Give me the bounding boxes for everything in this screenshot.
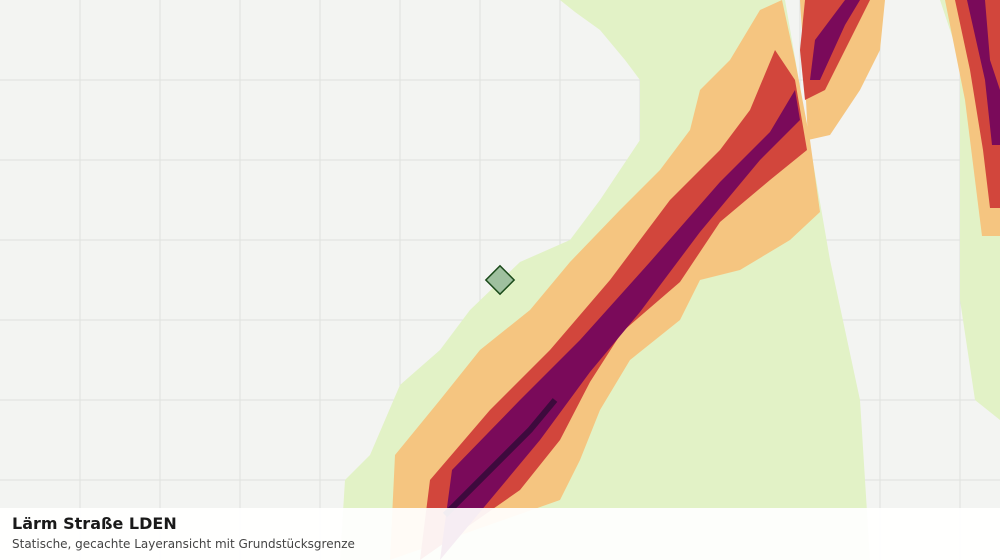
parcel-marker[interactable] xyxy=(484,264,516,296)
info-panel: Lärm Straße LDEN Statische, gecachte Lay… xyxy=(0,508,1000,560)
layer-subtitle: Statische, gecachte Layeransicht mit Gru… xyxy=(12,537,355,551)
noise-contours xyxy=(340,0,1000,560)
layer-title: Lärm Straße LDEN xyxy=(12,514,177,533)
